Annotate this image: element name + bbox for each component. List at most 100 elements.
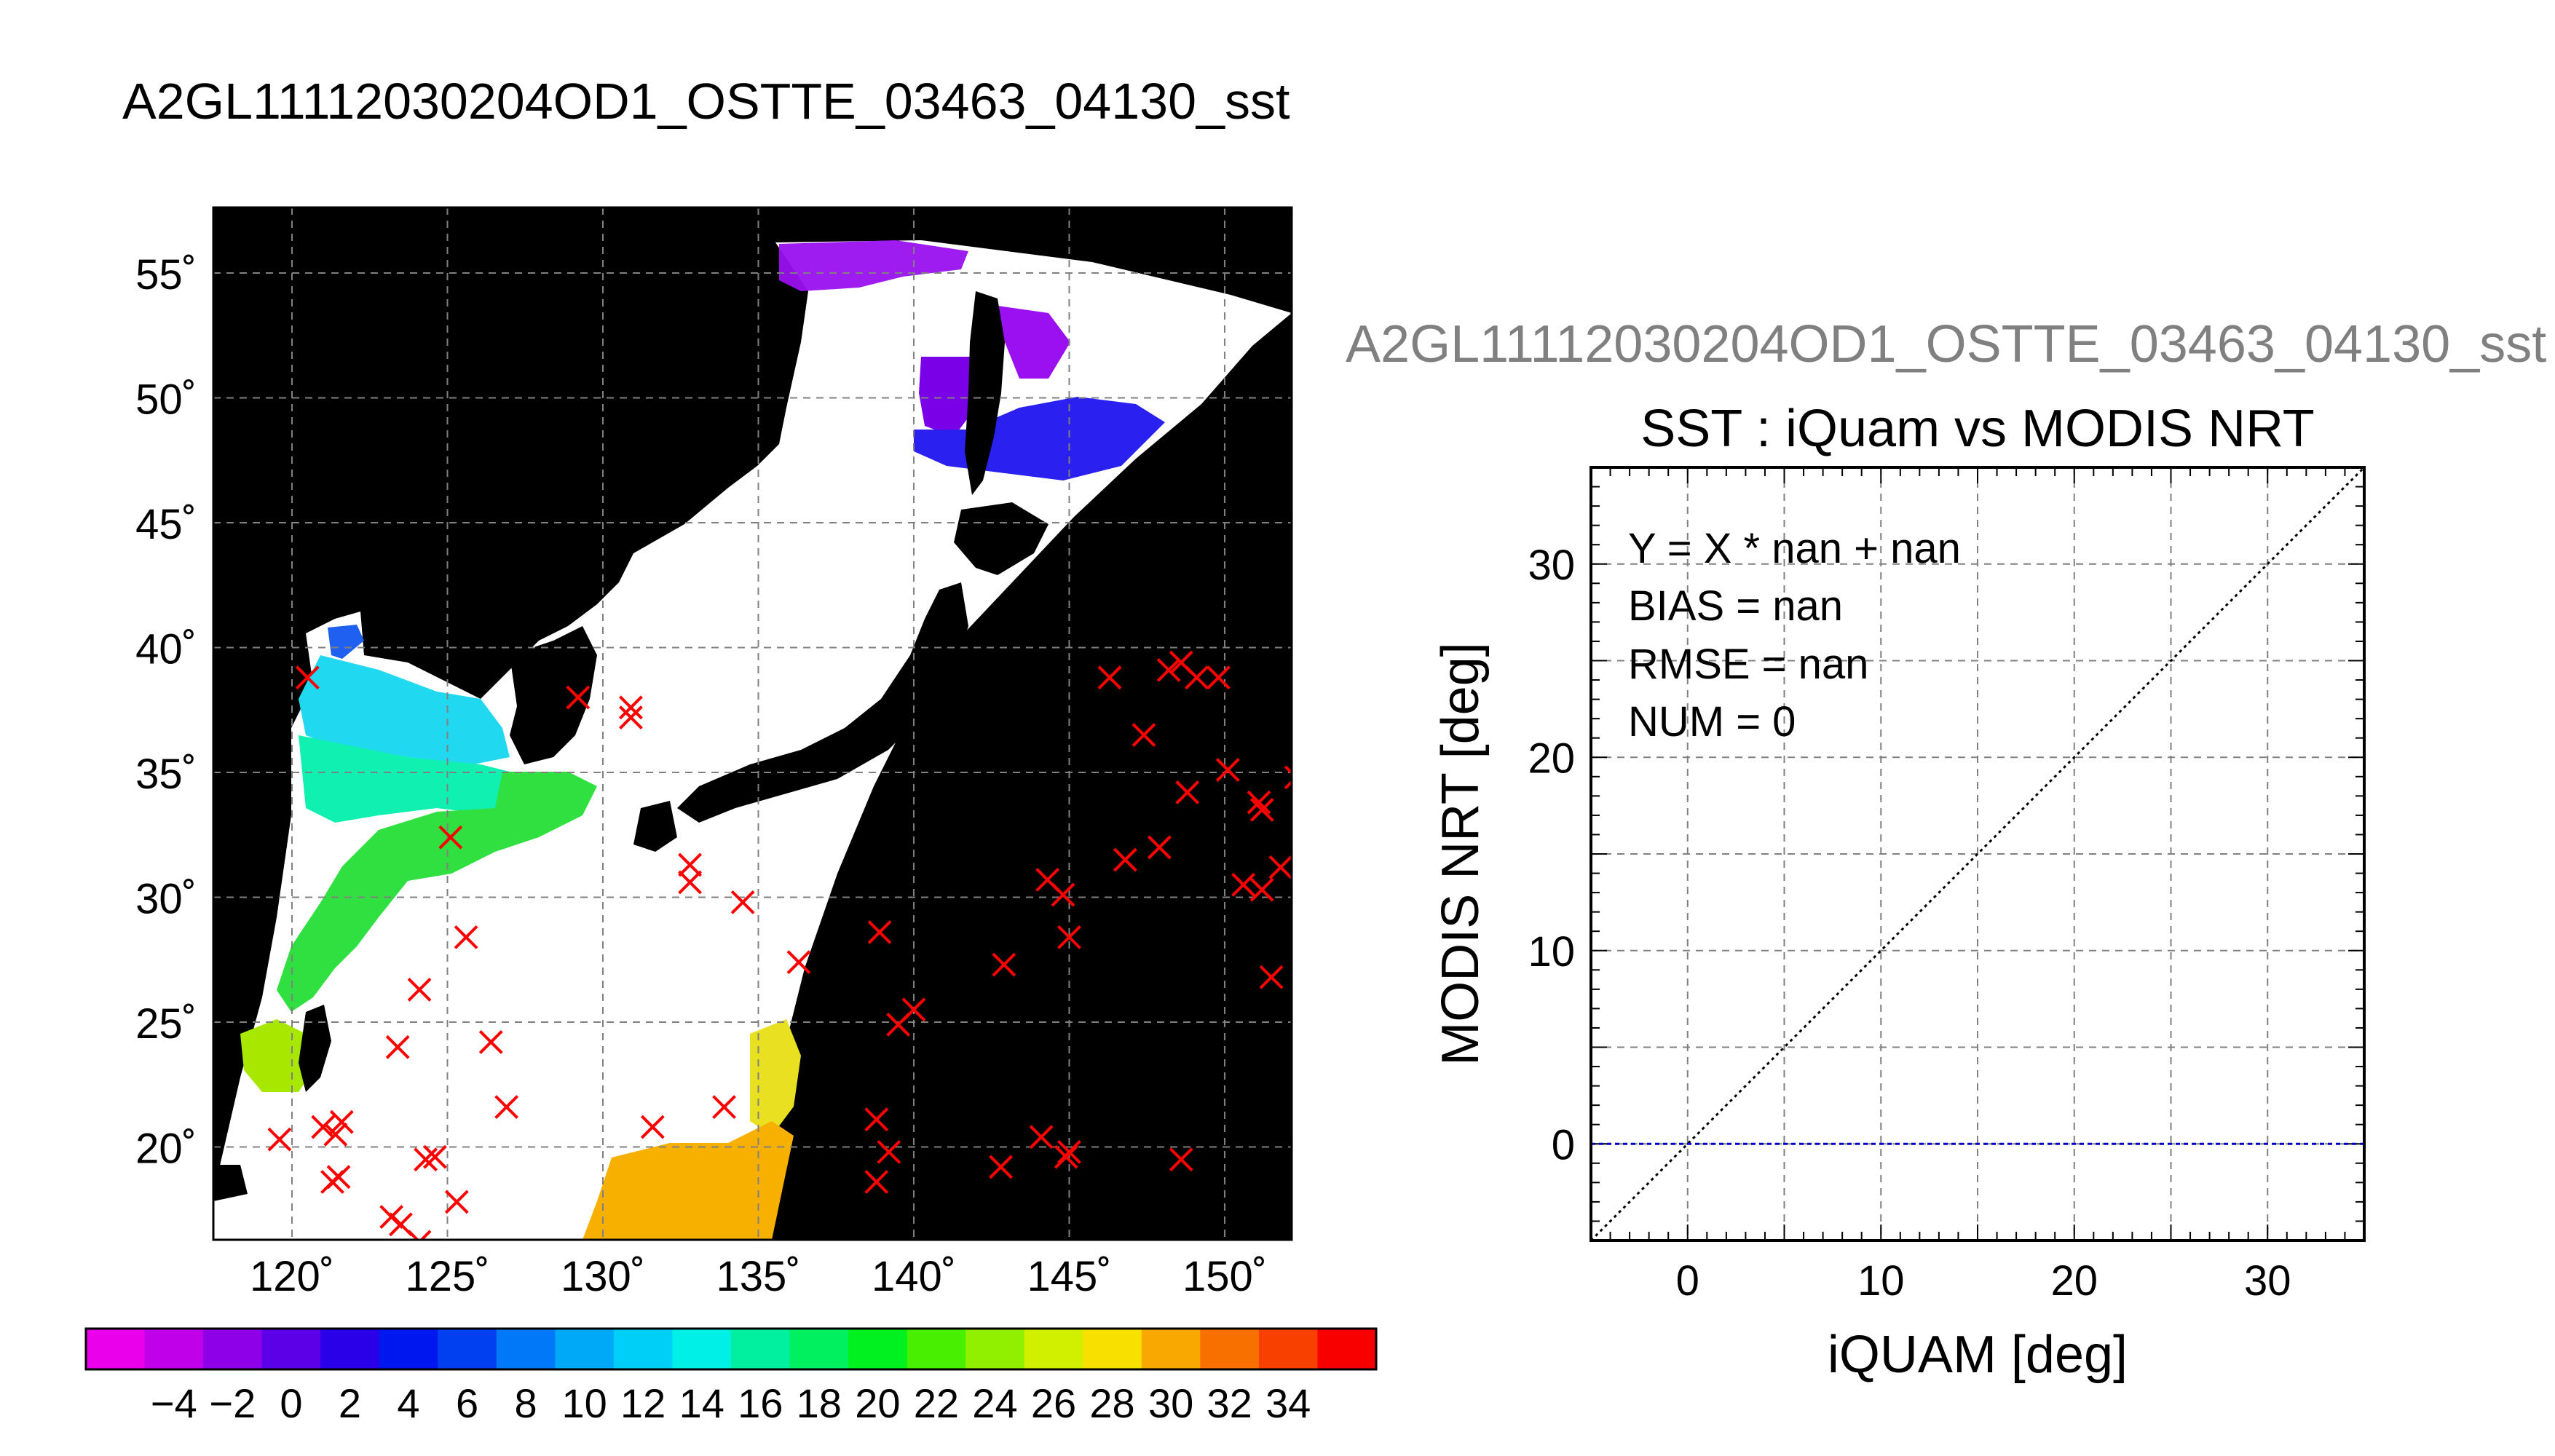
colorbar-cell (613, 1329, 674, 1369)
x-tick-label: 20 (2050, 1257, 2098, 1305)
colorbar-label: 10 (561, 1380, 607, 1426)
sst-east-china-green (277, 772, 597, 1012)
iquam-marker (385, 1034, 410, 1059)
colorbar-cell (848, 1329, 908, 1369)
colorbar-cell (555, 1329, 615, 1369)
colorbar-label: −2 (209, 1380, 256, 1426)
lon-tick-label: 150˚ (1182, 1253, 1267, 1300)
colorbar-cell (907, 1329, 966, 1369)
iquam-marker (326, 1165, 351, 1190)
lat-tick-label: 40˚ (135, 626, 197, 673)
colorbar-cell (203, 1329, 263, 1369)
y-tick-label: 20 (1528, 735, 1575, 782)
iquam-marker (901, 997, 926, 1022)
colorbar-label: 0 (280, 1380, 302, 1426)
iquam-markers (267, 650, 1292, 1240)
iquam-marker (640, 1115, 665, 1139)
scatter-chart: SST : iQuam vs MODIS NRT 0 10 20 30 0 10 20 30… (1431, 400, 2366, 1384)
iquam-marker (1207, 665, 1231, 690)
colorbar-label: 8 (515, 1380, 537, 1426)
iquam-marker (619, 695, 643, 720)
iquam-marker (1249, 798, 1274, 822)
iquam-marker (619, 705, 643, 729)
sst-bohai (328, 625, 364, 659)
lon-tick-label: 120˚ (250, 1253, 334, 1300)
scatter-file-title: A2GL11112030204OD1_OSTTE_03463_04130_sst (1346, 315, 2546, 373)
iquam-marker (566, 685, 591, 710)
colorbar-cell (965, 1329, 1025, 1369)
iquam-marker (1284, 765, 1292, 790)
iquam-marker (311, 1115, 336, 1139)
colorbar-label: 24 (972, 1380, 1017, 1426)
iquam-marker (730, 890, 755, 914)
iquam-marker (414, 1147, 438, 1172)
colorbar-label: 4 (397, 1380, 419, 1426)
lat-tick-label: 45˚ (135, 501, 197, 548)
iquam-marker (989, 1155, 1013, 1179)
swath-area (213, 240, 1292, 1240)
iquam-marker (992, 952, 1016, 977)
colorbar-label: 20 (855, 1380, 900, 1426)
colorbar-cell (672, 1329, 732, 1369)
iquam-marker (407, 1230, 432, 1240)
colorbar-cell (261, 1329, 321, 1369)
iquam-marker (1051, 882, 1075, 907)
sst-tatar-strait (919, 357, 976, 437)
iquam-marker (454, 925, 478, 949)
x-tick-label: 30 (2244, 1257, 2291, 1305)
iquam-marker (1247, 790, 1271, 815)
colorbar-cell (144, 1329, 204, 1369)
lon-tick-label: 145˚ (1027, 1253, 1111, 1300)
colorbar-label: 6 (456, 1380, 478, 1426)
one-to-one-line (1591, 467, 2364, 1241)
colorbar-label: 2 (339, 1380, 361, 1426)
sst-yellow-sea-cyan (299, 655, 510, 764)
y-tick-labels: 0 10 20 30 (1528, 542, 1575, 1169)
colorbar-cell (438, 1329, 497, 1369)
plot-frame (1590, 466, 2366, 1242)
x-tick-labels: 0 10 20 30 (1676, 1257, 2291, 1305)
iquam-marker (867, 920, 892, 944)
colorbar-cell (1024, 1329, 1083, 1369)
colorbar: −4 −2 0 2 4 6 8 10 12 14 16 18 20 22 24 26 28 30 32 34 (84, 1327, 1378, 1426)
lon-tick-label: 135˚ (716, 1253, 800, 1300)
colorbar-label: 16 (738, 1380, 783, 1426)
land-hokkaido (954, 502, 1049, 575)
lat-tick-label: 55˚ (135, 251, 197, 298)
main-title: A2GL11112030204OD1_OSTTE_03463_04130_sst (122, 73, 1290, 130)
iquam-marker (329, 1109, 354, 1134)
stat-bias: BIAS = nan (1628, 582, 1843, 630)
colorbar-label: 32 (1207, 1380, 1252, 1426)
y-tick-label: 0 (1552, 1121, 1575, 1168)
iquam-marker (407, 977, 432, 1002)
iquam-marker (1185, 665, 1209, 690)
colorbar-cell (86, 1329, 146, 1369)
iquam-marker (1132, 723, 1156, 747)
colorbar-cell (1200, 1329, 1260, 1369)
sst-yellow-sea-teal (299, 735, 539, 823)
longitude-labels: 120˚ 125˚ 130˚ 135˚ 140˚ 145˚ 150˚ (250, 1253, 1267, 1300)
iquam-marker (1113, 847, 1137, 872)
iquam-marker (267, 1127, 292, 1152)
iquam-marker (438, 825, 463, 850)
colorbar-label: 14 (679, 1380, 724, 1426)
lat-tick-label: 30˚ (135, 876, 197, 923)
colorbar-cell (731, 1329, 791, 1369)
iquam-marker (678, 852, 702, 877)
lat-tick-label: 35˚ (135, 751, 197, 798)
lon-tick-label: 125˚ (405, 1253, 489, 1300)
x-tick-label: 0 (1676, 1257, 1699, 1305)
iquam-marker (1097, 665, 1122, 690)
iquam-marker (295, 665, 320, 690)
map-grid (213, 207, 1292, 1240)
land-kyushu (633, 801, 677, 852)
iquam-marker (323, 1122, 348, 1147)
sst-okhotsk (779, 240, 968, 291)
iquam-marker (1057, 1139, 1081, 1164)
colorbar-label: −4 (151, 1380, 197, 1426)
lon-tick-label: 140˚ (872, 1253, 956, 1300)
sst-taiwan-lime (240, 1019, 313, 1092)
sst-south-orange (583, 1121, 794, 1240)
colorbar-label: 26 (1031, 1380, 1076, 1426)
iquam-marker (494, 1095, 519, 1120)
